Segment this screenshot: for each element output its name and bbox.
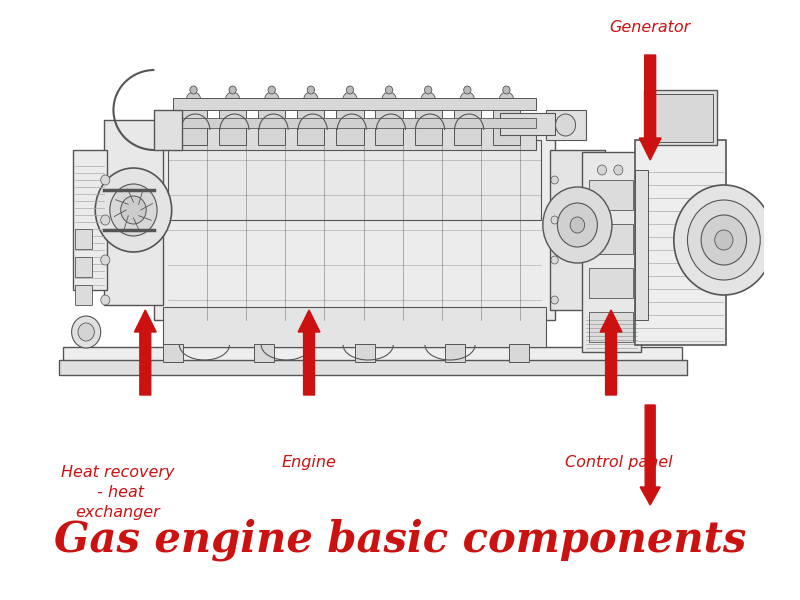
Circle shape: [674, 185, 774, 295]
Bar: [75, 285, 92, 305]
Text: Gas engine basic components: Gas engine basic components: [54, 519, 746, 561]
Bar: [258, 105, 286, 145]
FancyArrow shape: [600, 310, 622, 395]
Bar: [500, 113, 554, 135]
Bar: [634, 170, 648, 320]
Bar: [154, 130, 554, 320]
Circle shape: [95, 168, 172, 252]
Circle shape: [101, 255, 110, 265]
Text: Generator: Generator: [610, 20, 690, 35]
Bar: [254, 344, 274, 362]
Circle shape: [382, 92, 396, 108]
Circle shape: [307, 86, 314, 94]
Bar: [219, 105, 246, 145]
Bar: [63, 347, 682, 365]
Bar: [509, 344, 529, 362]
Bar: [336, 105, 364, 145]
Circle shape: [386, 86, 393, 94]
Bar: [446, 344, 466, 362]
Circle shape: [268, 86, 275, 94]
Circle shape: [186, 92, 201, 108]
Circle shape: [555, 114, 575, 136]
Circle shape: [101, 175, 110, 185]
Circle shape: [421, 92, 435, 108]
Circle shape: [701, 215, 746, 265]
Bar: [634, 140, 726, 345]
Bar: [173, 125, 537, 150]
Circle shape: [303, 92, 318, 108]
Circle shape: [614, 165, 623, 175]
Bar: [590, 180, 633, 210]
Bar: [414, 105, 442, 145]
Bar: [163, 307, 546, 347]
Bar: [647, 94, 713, 142]
Circle shape: [558, 203, 598, 247]
Bar: [163, 344, 183, 362]
Circle shape: [499, 92, 514, 108]
Text: Control panel: Control panel: [565, 455, 672, 470]
Circle shape: [346, 86, 354, 94]
Circle shape: [464, 86, 471, 94]
Circle shape: [229, 86, 236, 94]
Circle shape: [598, 165, 606, 175]
FancyArrow shape: [134, 310, 156, 395]
Bar: [168, 140, 541, 220]
Circle shape: [543, 187, 612, 263]
Bar: [493, 105, 520, 145]
Bar: [546, 110, 586, 140]
Circle shape: [72, 316, 101, 348]
Circle shape: [101, 215, 110, 225]
Bar: [73, 150, 107, 290]
Circle shape: [714, 230, 733, 250]
Circle shape: [502, 86, 510, 94]
Bar: [75, 229, 92, 249]
Bar: [180, 105, 207, 145]
Bar: [590, 224, 633, 254]
Circle shape: [570, 217, 585, 233]
FancyArrow shape: [640, 405, 660, 505]
Circle shape: [551, 216, 558, 224]
Bar: [354, 344, 374, 362]
FancyArrow shape: [639, 55, 661, 160]
Bar: [298, 105, 325, 145]
Bar: [590, 268, 633, 298]
Bar: [170, 118, 537, 128]
Circle shape: [226, 92, 240, 108]
Circle shape: [110, 184, 157, 236]
Bar: [582, 152, 641, 352]
Bar: [590, 312, 633, 342]
Circle shape: [265, 92, 279, 108]
Bar: [154, 110, 182, 150]
Bar: [454, 105, 481, 145]
Bar: [75, 257, 92, 277]
Circle shape: [687, 200, 760, 280]
Circle shape: [551, 296, 558, 304]
Circle shape: [342, 92, 358, 108]
Circle shape: [425, 86, 432, 94]
Bar: [550, 150, 605, 310]
Circle shape: [101, 295, 110, 305]
Bar: [644, 90, 717, 145]
Circle shape: [460, 92, 474, 108]
Circle shape: [551, 256, 558, 264]
Bar: [173, 98, 537, 110]
FancyArrow shape: [298, 310, 320, 395]
Circle shape: [121, 196, 146, 224]
Bar: [104, 120, 163, 305]
Bar: [59, 360, 686, 375]
Bar: [375, 105, 402, 145]
Text: Engine: Engine: [282, 455, 337, 470]
Circle shape: [190, 86, 197, 94]
Circle shape: [78, 323, 94, 341]
Circle shape: [551, 176, 558, 184]
Text: Heat recovery
 - heat
exchanger: Heat recovery - heat exchanger: [62, 465, 174, 520]
